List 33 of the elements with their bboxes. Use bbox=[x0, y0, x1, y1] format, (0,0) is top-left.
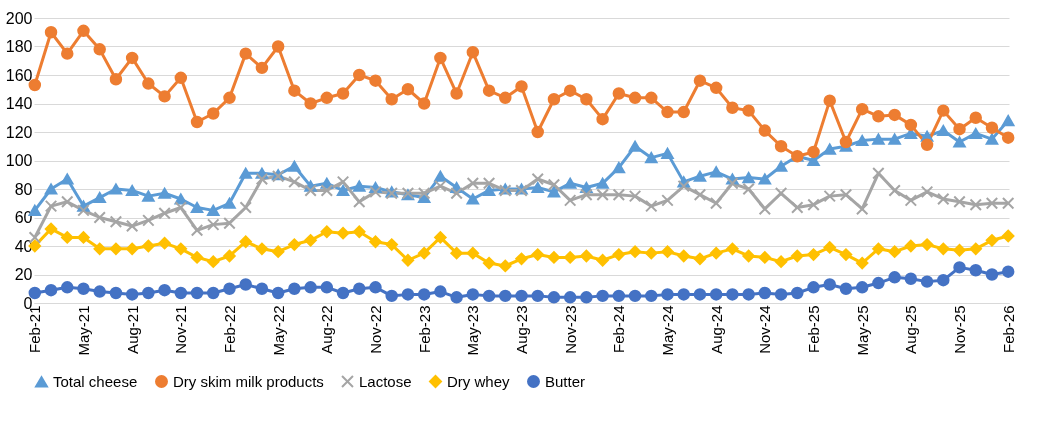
y-tick-label: 140 bbox=[5, 95, 33, 112]
x-tick-label: Aug-22 bbox=[318, 305, 336, 354]
y-tick-label: 180 bbox=[5, 38, 33, 55]
y-tick-label: 120 bbox=[5, 123, 33, 141]
x-tick-label: Nov-25 bbox=[951, 305, 969, 354]
x-tick-label: Nov-23 bbox=[561, 305, 579, 354]
y-tick-label: 160 bbox=[5, 66, 33, 84]
x-tick-label: Feb-23 bbox=[415, 305, 433, 354]
x-tick-label: Feb-24 bbox=[610, 305, 628, 354]
x-tick-label: May-24 bbox=[659, 305, 677, 356]
x-tick-label: Nov-21 bbox=[172, 305, 190, 354]
y-tick-label: 100 bbox=[5, 152, 33, 169]
x-tick-label: May-21 bbox=[74, 305, 92, 356]
x-tick-label: Nov-22 bbox=[366, 305, 384, 354]
legend-label: Total cheese bbox=[53, 372, 138, 390]
x-tick-label: Aug-23 bbox=[513, 305, 530, 354]
legend-label: Dry whey bbox=[447, 372, 511, 390]
x-tick-label: Feb-22 bbox=[220, 305, 238, 354]
x-tick-label: Feb-25 bbox=[805, 305, 823, 354]
x-tick-label: Aug-21 bbox=[123, 305, 141, 354]
legend-label: Dry skim milk products bbox=[173, 372, 324, 390]
y-tick-label: 200 bbox=[5, 9, 33, 27]
x-tick-label: Aug-25 bbox=[902, 305, 920, 354]
legend-label: Lactose bbox=[359, 372, 412, 390]
y-tick-label: 80 bbox=[14, 180, 33, 198]
legend-label: Butter bbox=[545, 372, 586, 390]
x-tick-label: Nov-24 bbox=[756, 305, 774, 354]
x-tick-label: May-23 bbox=[464, 305, 482, 356]
x-tick-label: Feb-26 bbox=[999, 305, 1017, 354]
y-tick-label: 20 bbox=[14, 266, 33, 283]
x-tick-label: May-22 bbox=[269, 305, 287, 356]
x-tick-label: Aug-24 bbox=[707, 305, 725, 354]
x-tick-label: May-25 bbox=[853, 305, 871, 356]
